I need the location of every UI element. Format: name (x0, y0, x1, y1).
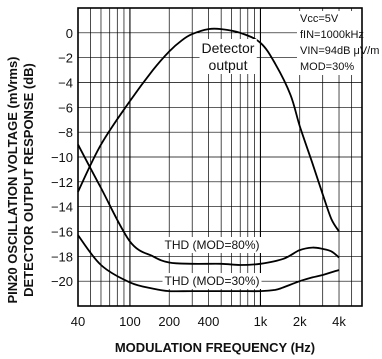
x-axis-title: MODULATION FREQUENCY (Hz) (115, 340, 315, 355)
y-tick-label: −12 (51, 175, 73, 190)
thd-mod-80-curve (77, 144, 340, 266)
x-tick-label: 100 (119, 314, 141, 329)
y-tick-label: −18 (51, 249, 73, 264)
condition-line: MOD=30% (300, 61, 354, 73)
y-axis-title-line1: PIN20 OSCILLATION VOLTAGE (mVrms) (5, 56, 20, 303)
conditions-bg (297, 11, 361, 75)
y-axis-title-line2: DETECTOR OUTPUT RESPONSE (dB) (21, 63, 36, 297)
y-tick-label: 0 (66, 26, 73, 41)
x-tick-label: 4k (332, 314, 346, 329)
x-tick-label: 1k (254, 314, 268, 329)
x-tick-label: 2k (293, 314, 307, 329)
y-tick-label: −14 (51, 200, 73, 215)
thd-mod-30-label-text: THD (MOD=30%) (164, 274, 259, 288)
detector-output-label-text: output (209, 57, 248, 73)
thd-mod-30-curve (77, 234, 340, 293)
thd-mod-30-label: THD (MOD=30%) (162, 273, 262, 289)
thd-mod-80-label-bg (162, 237, 262, 253)
detector-output-label-bg (199, 39, 257, 74)
y-tick-label: −16 (51, 225, 73, 240)
x-tick-label: 40 (71, 314, 85, 329)
x-tick-labels: 40 100 200 400 1k 2k 4k (71, 314, 347, 329)
y-tick-labels: 0 −2 −4 −6 −8 −10 −12 −14 −16 −18 −20 (51, 26, 73, 289)
thd-mod-80-label-text: THD (MOD=80%) (164, 238, 259, 252)
thd-mod-80-label: THD (MOD=80%) (162, 237, 262, 253)
detector-output-curve (77, 27, 340, 232)
y-tick-label: −6 (58, 100, 73, 115)
condition-line: VIN=94dB μV/m (300, 45, 379, 57)
x-tick-label: 200 (158, 314, 180, 329)
condition-line: Vcc=5V (300, 13, 339, 25)
curves (77, 27, 340, 293)
conditions-note: Vcc=5V fIN=1000kHz VIN=94dB μV/m MOD=30% (297, 11, 379, 75)
y-tick-label: −4 (58, 76, 73, 91)
detector-output-label-text: Detector (202, 40, 255, 56)
y-tick-label: −2 (58, 51, 73, 66)
y-tick-label: −20 (51, 274, 73, 289)
condition-line: fIN=1000kHz (300, 29, 364, 41)
y-tick-label: −10 (51, 150, 73, 165)
plot-frame (77, 7, 363, 307)
y-tick-label: −8 (58, 125, 73, 140)
x-tick-label: 400 (198, 314, 220, 329)
thd-mod-30-label-bg (162, 273, 262, 289)
